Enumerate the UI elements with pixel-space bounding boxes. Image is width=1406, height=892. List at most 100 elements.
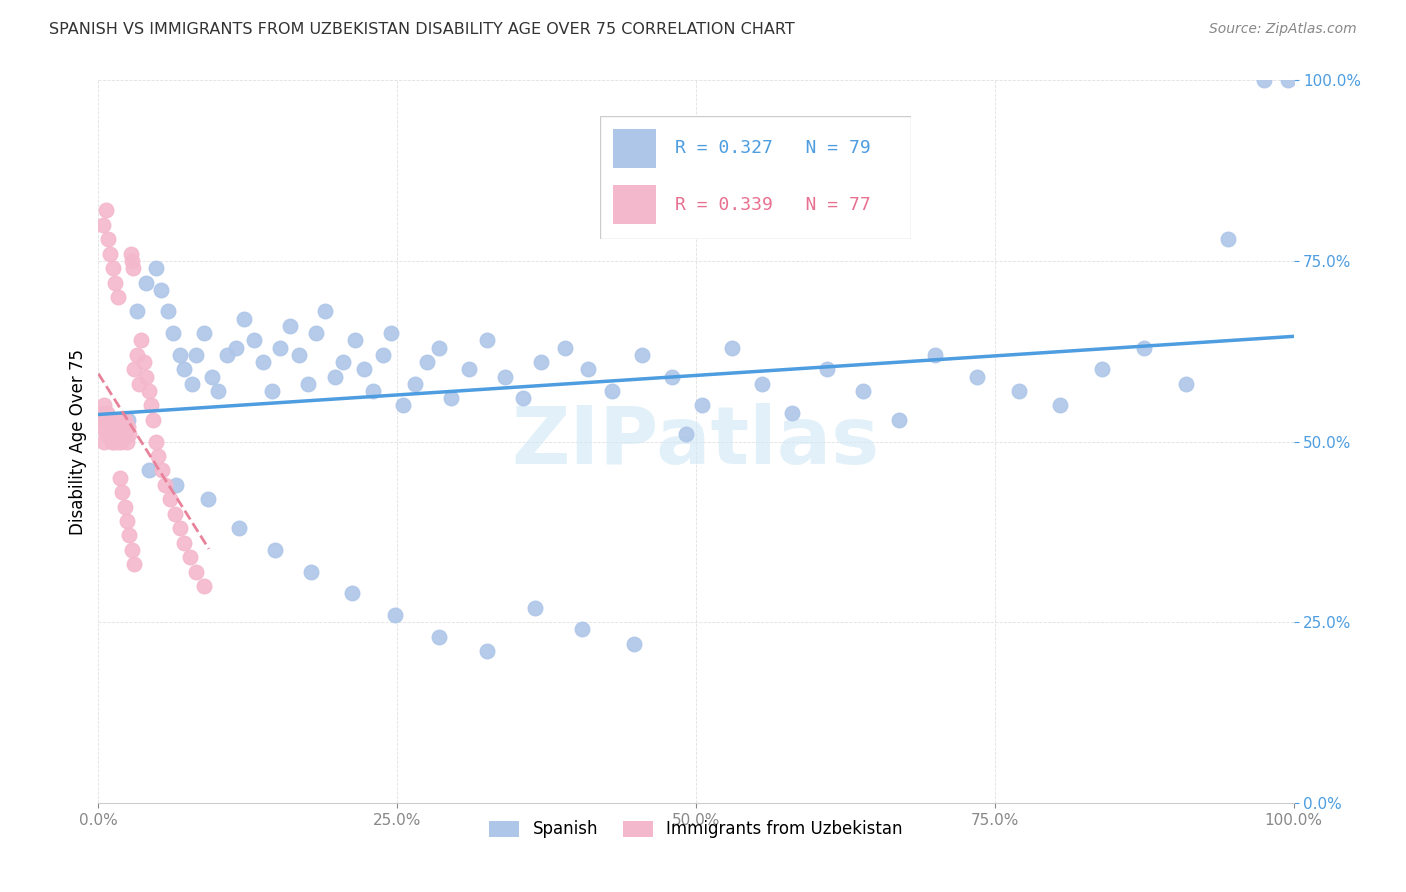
Legend: Spanish, Immigrants from Uzbekistan: Spanish, Immigrants from Uzbekistan — [482, 814, 910, 845]
Y-axis label: Disability Age Over 75: Disability Age Over 75 — [69, 349, 87, 534]
Point — [156, 304, 179, 318]
Point — [404, 376, 426, 391]
Point — [122, 261, 145, 276]
Point — [278, 318, 301, 333]
Point — [207, 384, 229, 398]
Point — [571, 623, 593, 637]
Point — [105, 427, 128, 442]
Point — [96, 420, 118, 434]
Point — [155, 478, 177, 492]
Point — [131, 334, 153, 348]
Point — [149, 283, 172, 297]
Point — [98, 420, 122, 434]
Point — [159, 492, 181, 507]
Point — [243, 334, 266, 348]
Point — [101, 261, 124, 276]
Point — [197, 492, 219, 507]
Point — [269, 341, 291, 355]
Text: SPANISH VS IMMIGRANTS FROM UZBEKISTAN DISABILITY AGE OVER 75 CORRELATION CHART: SPANISH VS IMMIGRANTS FROM UZBEKISTAN DI… — [49, 22, 794, 37]
Point — [104, 276, 127, 290]
Point — [94, 203, 117, 218]
Text: Source: ZipAtlas.com: Source: ZipAtlas.com — [1209, 22, 1357, 37]
Point — [305, 326, 328, 340]
Point — [98, 413, 121, 427]
Point — [163, 507, 186, 521]
Point — [1008, 384, 1031, 398]
Point — [179, 550, 201, 565]
Point — [1277, 73, 1299, 87]
Point — [110, 434, 132, 449]
Point — [193, 326, 215, 340]
Point — [924, 348, 946, 362]
Point — [103, 434, 125, 449]
Point — [623, 637, 645, 651]
Point — [186, 348, 208, 362]
Point — [288, 348, 311, 362]
Point — [121, 542, 143, 557]
Point — [966, 369, 988, 384]
Point — [145, 434, 167, 449]
Point — [1253, 73, 1275, 87]
Point — [1216, 232, 1239, 246]
Point — [104, 420, 127, 434]
Point — [815, 362, 838, 376]
Point — [98, 246, 122, 260]
Point — [101, 413, 124, 427]
Point — [889, 413, 911, 427]
Point — [114, 500, 136, 514]
Point — [97, 427, 120, 442]
Point — [332, 355, 354, 369]
Point — [675, 427, 697, 442]
Point — [1133, 341, 1156, 355]
Point — [115, 434, 138, 449]
Point — [121, 253, 143, 268]
Point — [392, 398, 415, 412]
Point — [475, 644, 498, 658]
Point — [120, 246, 142, 260]
Point — [427, 630, 450, 644]
Point — [91, 406, 114, 420]
Point — [344, 334, 367, 348]
Point — [108, 427, 131, 442]
Point — [101, 427, 124, 442]
Text: ZIPatlas: ZIPatlas — [512, 402, 880, 481]
Point — [233, 311, 256, 326]
Point — [117, 420, 139, 434]
Point — [427, 341, 450, 355]
Point — [107, 420, 129, 434]
Point — [416, 355, 439, 369]
Point — [118, 427, 141, 442]
Point — [132, 355, 155, 369]
Point — [299, 565, 322, 579]
Point — [475, 334, 498, 348]
Point — [108, 413, 131, 427]
Point — [264, 542, 287, 557]
Point — [173, 535, 195, 549]
Point — [323, 369, 346, 384]
Point — [138, 384, 160, 398]
Point — [124, 558, 146, 572]
Point — [118, 528, 141, 542]
Point — [94, 413, 117, 427]
Point — [721, 341, 744, 355]
Point — [128, 376, 150, 391]
Point — [661, 369, 683, 384]
Point — [115, 427, 138, 442]
Point — [180, 376, 202, 391]
Point — [228, 521, 250, 535]
Point — [1091, 362, 1114, 376]
Point — [458, 362, 481, 376]
Point — [103, 420, 125, 434]
Point — [107, 290, 129, 304]
Point — [186, 565, 208, 579]
Point — [94, 427, 117, 442]
Point — [114, 413, 136, 427]
Point — [98, 427, 122, 442]
Point — [193, 579, 215, 593]
Point — [297, 376, 319, 391]
Point — [380, 326, 402, 340]
Point — [112, 420, 135, 434]
Point — [201, 369, 224, 384]
Point — [145, 261, 167, 276]
Point — [142, 413, 165, 427]
